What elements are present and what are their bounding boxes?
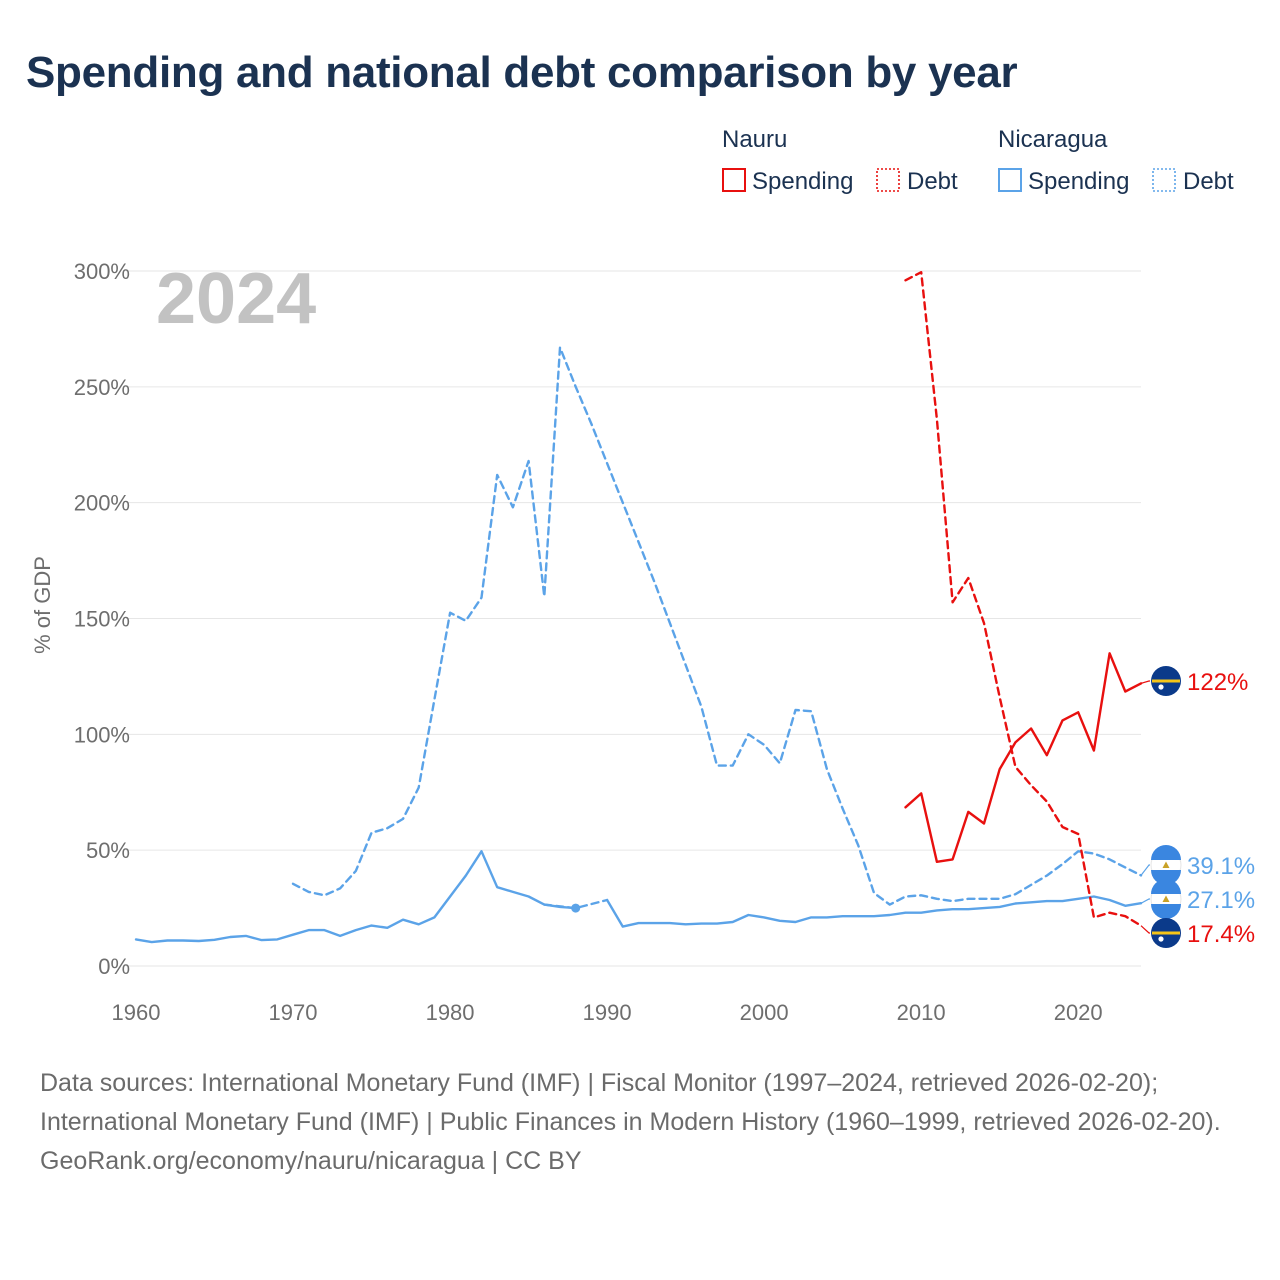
legend-item-label: Debt bbox=[907, 168, 958, 195]
flag-emblem bbox=[1162, 861, 1170, 868]
y-tick-label: 150% bbox=[74, 607, 130, 632]
flag-stripe bbox=[1152, 931, 1180, 935]
legend-item-debt[interactable]: Debt bbox=[876, 168, 958, 195]
nauru-spending-line bbox=[904, 652, 1143, 863]
nicaragua-spending-line bbox=[134, 850, 577, 944]
legend-swatch-dotted bbox=[876, 168, 900, 192]
footer: Data sources: International Monetary Fun… bbox=[40, 1064, 1240, 1181]
y-tick-label: 200% bbox=[74, 491, 130, 516]
legend[interactable]: Nauru Spending Debt Nicaragua Spending Debt bbox=[722, 126, 1234, 195]
flag-star bbox=[1158, 936, 1164, 942]
x-axis-ticks: 1960 1970 1980 1990 2000 2010 2020 bbox=[112, 1000, 1103, 1025]
x-tick-label: 2000 bbox=[740, 1000, 789, 1025]
data-sources: Data sources: International Monetary Fun… bbox=[40, 1069, 1221, 1136]
end-label-nicaragua: 27.1% bbox=[1140, 879, 1255, 919]
end-label-connector bbox=[1140, 898, 1150, 904]
legend-swatch-dotted bbox=[1152, 168, 1176, 192]
nicaragua-spending-cont-line bbox=[605, 895, 1143, 928]
y-axis-ticks: 0% 50% 100% 150% 200% 250% 300% bbox=[74, 259, 130, 979]
legend-group-nauru[interactable]: Nauru Spending Debt bbox=[722, 126, 958, 195]
chart: Nauru Spending Debt Nicaragua Spending Debt 0… bbox=[30, 126, 1255, 1025]
end-label-connector bbox=[1140, 864, 1150, 876]
x-tick-label: 1960 bbox=[112, 1000, 161, 1025]
y-tick-label: 250% bbox=[74, 375, 130, 400]
year-watermark: 2024 bbox=[156, 259, 316, 339]
legend-item-debt[interactable]: Debt bbox=[1152, 168, 1234, 195]
end-label-nauru: 122% bbox=[1140, 666, 1248, 696]
end-labels: 122% 39.1% 27.1% 17.4% bbox=[1140, 666, 1255, 948]
y-tick-label: 0% bbox=[98, 954, 130, 979]
flag-stripe bbox=[1151, 879, 1181, 894]
flag-emblem bbox=[1162, 895, 1170, 902]
y-tick-label: 100% bbox=[74, 722, 130, 747]
x-tick-label: 1970 bbox=[269, 1000, 318, 1025]
end-label-value: 122% bbox=[1187, 669, 1248, 696]
x-tick-label: 2020 bbox=[1054, 1000, 1103, 1025]
flag-stripe bbox=[1151, 904, 1181, 919]
end-label-connector bbox=[1140, 925, 1150, 934]
flag-stripe bbox=[1152, 679, 1180, 683]
nicaragua-debt-line bbox=[291, 346, 1143, 906]
end-label-value: 27.1% bbox=[1187, 887, 1255, 914]
nicaragua-spending-point-1988 bbox=[571, 903, 581, 913]
gridlines bbox=[126, 270, 1141, 967]
end-label-value: 39.1% bbox=[1187, 853, 1255, 880]
y-tick-label: 300% bbox=[74, 259, 130, 284]
legend-swatch-solid bbox=[998, 168, 1022, 192]
legend-item-spending[interactable]: Spending bbox=[722, 168, 853, 195]
end-label-connector bbox=[1140, 680, 1150, 684]
legend-country-label: Nicaragua bbox=[998, 126, 1108, 153]
series-lines[interactable] bbox=[134, 271, 1143, 944]
end-label-nauru: 17.4% bbox=[1140, 918, 1255, 948]
legend-item-label: Debt bbox=[1183, 168, 1234, 195]
legend-swatch-solid bbox=[722, 168, 746, 192]
legend-item-label: Spending bbox=[752, 168, 853, 195]
page-title: Spending and national debt comparison by… bbox=[26, 48, 1018, 97]
nauru-debt-line bbox=[904, 271, 1143, 927]
legend-group-nicaragua[interactable]: Nicaragua Spending Debt bbox=[998, 126, 1234, 195]
flag-star bbox=[1158, 684, 1164, 690]
end-label-nicaragua: 39.1% bbox=[1140, 845, 1255, 885]
y-axis-label: % of GDP bbox=[30, 556, 55, 654]
legend-item-spending[interactable]: Spending bbox=[998, 168, 1129, 195]
legend-country-label: Nauru bbox=[722, 126, 787, 153]
y-tick-label: 50% bbox=[86, 838, 130, 863]
credit-link[interactable]: GeoRank.org/economy/nauru/nicaragua | CC… bbox=[40, 1147, 582, 1175]
x-tick-label: 1980 bbox=[426, 1000, 475, 1025]
end-label-value: 17.4% bbox=[1187, 921, 1255, 948]
x-tick-label: 2010 bbox=[897, 1000, 946, 1025]
flag-stripe bbox=[1151, 845, 1181, 860]
legend-item-label: Spending bbox=[1028, 168, 1129, 195]
x-tick-label: 1990 bbox=[583, 1000, 632, 1025]
